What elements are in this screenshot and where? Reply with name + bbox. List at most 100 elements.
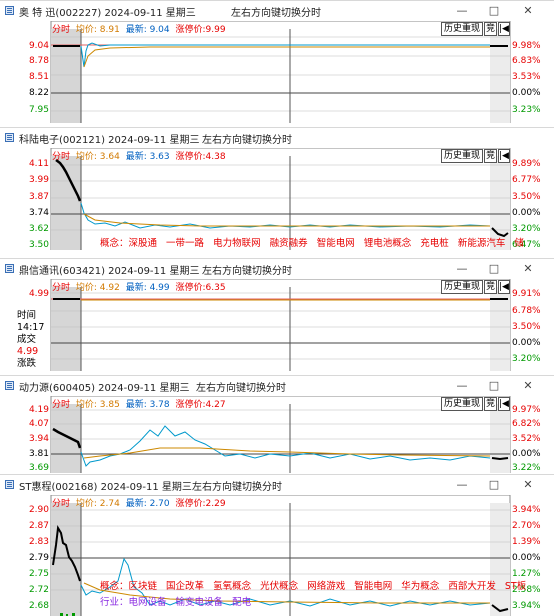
- concept-tag[interactable]: 概念：区块链: [100, 581, 158, 592]
- pct-tick: 3.20%: [512, 224, 541, 234]
- tooltip-time-label: 时间: [17, 310, 37, 321]
- industry-tag[interactable]: 输变电设备: [175, 597, 224, 608]
- concept-tag[interactable]: 概念：深股通: [100, 238, 158, 249]
- auction-button[interactable]: 竞: [484, 22, 497, 36]
- pct-tick: 6.47%: [512, 240, 541, 250]
- maximize-button[interactable]: □: [488, 262, 500, 275]
- history-replay-button[interactable]: 历史重现: [441, 22, 483, 36]
- pct-tick: 0.00%: [512, 208, 541, 218]
- latest-price: 最新: 3.78: [125, 400, 170, 410]
- price-tick: 2.87: [28, 521, 49, 531]
- quote-info: 分时 均价: 3.64 最新: 3.63 涨停价:4.38: [52, 149, 229, 162]
- auction-button[interactable]: 竞: [484, 149, 497, 163]
- concept-tag[interactable]: 智能电网: [316, 238, 355, 249]
- maximize-button[interactable]: □: [488, 4, 500, 17]
- pct-tick: 2.58%: [512, 585, 541, 595]
- concept-tag[interactable]: ST板: [504, 581, 527, 592]
- maximize-button[interactable]: □: [488, 379, 500, 392]
- intraday-chart[interactable]: 分时 均价: 3.64 最新: 3.63 涨停价:4.38 历史重现 竞 |◀ …: [0, 148, 554, 250]
- concept-tag[interactable]: 一带一路: [166, 238, 205, 249]
- price-tick: 4.07: [28, 419, 49, 429]
- concept-tag[interactable]: 电力物联网: [213, 238, 261, 249]
- concept-tag[interactable]: 氢氧概念: [213, 581, 252, 592]
- window-icon: [5, 264, 14, 273]
- window-icon: [5, 381, 14, 390]
- chart-svg: [50, 279, 511, 371]
- concept-tag[interactable]: 西部大开发: [448, 581, 496, 592]
- industry-tags: 行业：电网设备 输变电设备 配电: [100, 594, 257, 608]
- history-replay-button[interactable]: 历史重现: [441, 397, 483, 411]
- intraday-chart[interactable]: 分时 均价: 2.74 最新: 2.70 涨停价:2.29 2.90 2.87 …: [0, 495, 554, 616]
- title-bar: 动力源(600405) 2024-09-11 星期三 左右方向键切换分时 — □…: [0, 376, 554, 396]
- window-title: 科陆电子(002121) 2024-09-11 星期三: [19, 135, 200, 146]
- limit-price: 涨停价:6.35: [175, 283, 226, 293]
- minimize-button[interactable]: —: [456, 379, 468, 392]
- concept-tag[interactable]: 华为概念: [401, 581, 440, 592]
- concept-tag[interactable]: 融资融券: [269, 238, 308, 249]
- switch-hint: 左右方向键切换分时: [196, 383, 286, 394]
- intraday-chart[interactable]: 分时 均价: 4.92 最新: 4.99 涨停价:6.35 历史重现 竞 |◀ …: [0, 279, 554, 371]
- window-icon: [5, 480, 14, 489]
- concept-tag[interactable]: 智能电网: [354, 581, 393, 592]
- concept-tag[interactable]: 新能源汽车: [457, 238, 506, 249]
- quote-info: 分时 均价: 2.74 最新: 2.70 涨停价:2.29: [52, 496, 229, 509]
- close-button[interactable]: ✕: [523, 478, 533, 491]
- price-tick: 4.99: [28, 289, 49, 299]
- pct-tick: 1.39%: [512, 537, 541, 547]
- history-replay-button[interactable]: 历史重现: [441, 149, 483, 163]
- auction-button[interactable]: 竞: [484, 280, 497, 294]
- concept-tag[interactable]: 充电桩: [420, 238, 449, 249]
- prev-arrow-button[interactable]: |◀: [498, 397, 510, 411]
- prev-arrow-button[interactable]: |◀: [498, 149, 510, 163]
- close-button[interactable]: ✕: [523, 4, 533, 17]
- history-replay-button[interactable]: 历史重现: [441, 280, 483, 294]
- price-tick: 2.75: [28, 569, 49, 579]
- industry-tag[interactable]: 配电: [232, 597, 252, 608]
- pct-tick: 3.20%: [512, 354, 541, 364]
- price-tick: 2.83: [28, 537, 49, 547]
- price-tick: 3.81: [28, 449, 49, 459]
- intraday-chart[interactable]: 分时 均价: 8.91 最新: 9.04 涨停价:9.99 历史重现 竞 |◀ …: [0, 21, 554, 123]
- crosshair-tooltip: 时间 14:17 成交 4.99 涨跌: [17, 310, 47, 370]
- auction-button[interactable]: 竞: [484, 397, 497, 411]
- minimize-button[interactable]: —: [456, 4, 468, 17]
- prev-arrow-button[interactable]: |◀: [498, 22, 510, 36]
- price-tick: 3.50: [28, 240, 49, 250]
- limit-price: 涨停价:9.99: [175, 25, 226, 35]
- pct-tick: 6.77%: [512, 175, 541, 185]
- concept-tag[interactable]: 网络游戏: [307, 581, 346, 592]
- pct-tick: 1.27%: [512, 569, 541, 579]
- latest-price: 最新: 3.63: [125, 152, 170, 162]
- prev-arrow-button[interactable]: |◀: [498, 280, 510, 294]
- intraday-chart[interactable]: 分时 均价: 3.85 最新: 3.78 涨停价:4.27 历史重现 竞 |◀ …: [0, 396, 554, 473]
- price-tick: 4.19: [28, 405, 49, 415]
- quote-info: 分时 均价: 4.92 最新: 4.99 涨停价:6.35: [52, 280, 229, 293]
- tooltip-time-value: 14:17: [17, 322, 45, 333]
- concept-tag[interactable]: 锂电池概念: [363, 238, 412, 249]
- close-button[interactable]: ✕: [523, 379, 533, 392]
- avg-price: 均价: 8.91: [75, 25, 120, 35]
- concept-tag[interactable]: 储: [514, 238, 524, 249]
- minimize-button[interactable]: —: [456, 262, 468, 275]
- pct-tick: 3.52%: [512, 434, 541, 444]
- concept-tag[interactable]: 光伏概念: [260, 581, 299, 592]
- label-fenshi: 分时: [52, 283, 71, 293]
- minimize-button[interactable]: —: [456, 478, 468, 491]
- maximize-button[interactable]: □: [488, 478, 500, 491]
- concept-tag[interactable]: 国企改革: [166, 581, 205, 592]
- title-bar: ST惠程(002168) 2024-09-11 星期三 左右方向键切换分时 — …: [0, 475, 554, 495]
- pct-tick: 0.00%: [512, 553, 541, 563]
- industry-tag[interactable]: 行业：电网设备: [100, 597, 167, 608]
- chart-svg: [50, 148, 511, 250]
- price-tick: 2.90: [28, 505, 49, 515]
- pct-tick: 0.00%: [512, 338, 541, 348]
- price-tick: 9.04: [28, 41, 49, 51]
- price-tick: 3.94: [28, 434, 49, 444]
- title-bar: 科陆电子(002121) 2024-09-11 星期三 左右方向键切换分时: [0, 128, 554, 148]
- title-bar: 鼎信通讯(603421) 2024-09-11 星期三 左右方向键切换分时 — …: [0, 259, 554, 279]
- pct-tick: 6.78%: [512, 306, 541, 316]
- close-button[interactable]: ✕: [523, 262, 533, 275]
- price-tick: 3.69: [28, 463, 49, 473]
- avg-price: 均价: 3.64: [75, 152, 120, 162]
- panel-st-huicheng: ST惠程(002168) 2024-09-11 星期三 左右方向键切换分时 — …: [0, 474, 554, 616]
